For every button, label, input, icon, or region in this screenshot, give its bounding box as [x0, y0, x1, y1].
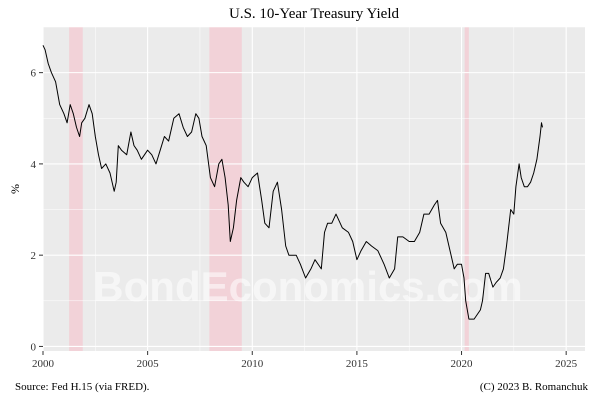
recession-band-1 — [69, 27, 83, 351]
y-tick-label: 2 — [31, 250, 37, 262]
x-tick-label: 2025 — [555, 358, 578, 370]
yield-series-line — [42, 45, 543, 320]
axis-ticks: 2000 2005 2010 2015 2020 2025 0 2 4 6 — [31, 68, 578, 370]
recession-band-3 — [464, 27, 469, 351]
recession-band-2 — [209, 27, 242, 351]
watermark: BondEconomics.com — [93, 263, 522, 310]
x-tick-label: 2015 — [346, 358, 369, 370]
y-axis-label: % — [8, 184, 22, 194]
chart-title: U.S. 10-Year Treasury Yield — [229, 6, 400, 22]
x-tick-label: 2020 — [451, 358, 474, 370]
grid-lines — [42, 26, 585, 351]
x-tick-label: 2000 — [32, 358, 55, 370]
x-tick-label: 2005 — [137, 358, 160, 370]
x-tick-label: 2010 — [241, 358, 264, 370]
y-tick-label: 0 — [31, 341, 37, 353]
copyright-caption: (C) 2023 B. Romanchuk — [480, 381, 589, 393]
y-tick-label: 6 — [31, 68, 37, 80]
y-tick-label: 4 — [31, 159, 37, 171]
recession-bands — [69, 27, 469, 351]
source-caption: Source: Fed H.15 (via FRED). — [15, 381, 150, 393]
plot-panel — [43, 27, 585, 351]
